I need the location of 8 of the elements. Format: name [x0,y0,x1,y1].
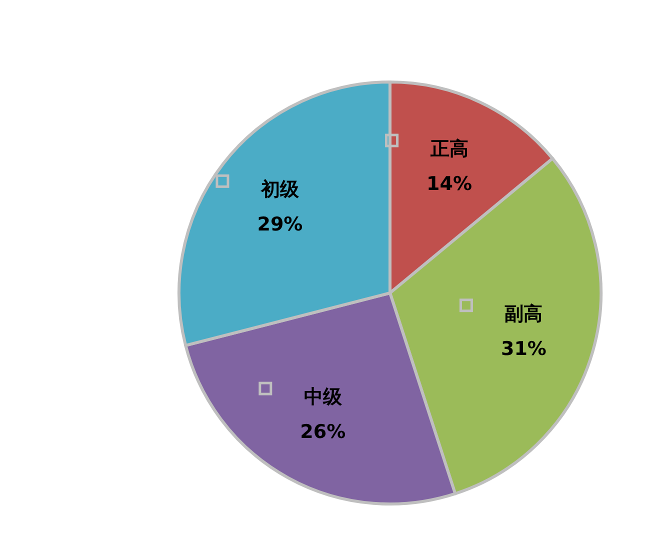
legend-label: 副高 [504,302,543,325]
legend-label: 中级 [304,386,343,408]
data-label: 29% [257,214,303,236]
data-label: 26% [300,421,346,444]
legend-label: 正高 [429,138,468,160]
data-label: 31% [500,338,546,360]
legend-label: 初级 [260,178,300,201]
data-label: 14% [426,172,472,195]
